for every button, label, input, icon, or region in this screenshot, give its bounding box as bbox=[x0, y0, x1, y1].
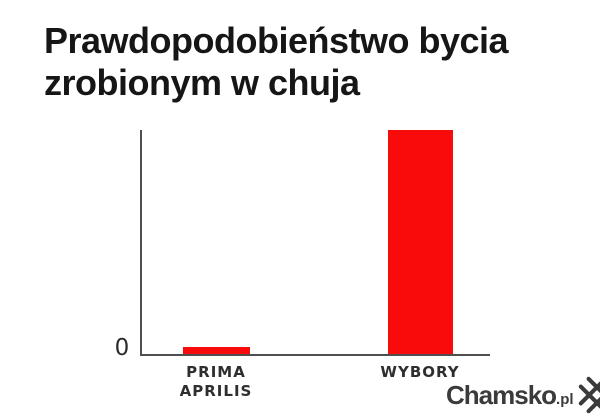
hash-cross-icon bbox=[576, 374, 600, 416]
y-axis-line bbox=[140, 130, 142, 356]
chart-title: Prawdopodobieństwo bycia zrobionym w chu… bbox=[44, 20, 509, 103]
bar-prima-aprilis bbox=[183, 347, 250, 354]
x-axis-line bbox=[140, 354, 490, 356]
watermark-site-name: Chamsko bbox=[446, 380, 557, 410]
y-axis-zero-label: 0 bbox=[114, 335, 130, 361]
watermark-tld: .pl bbox=[556, 391, 574, 408]
x-label-wybory: WYBORY bbox=[380, 363, 460, 381]
x-label-prima-aprilis: PRIMA APRILIS bbox=[179, 363, 253, 400]
bar-wybory bbox=[388, 130, 453, 354]
watermark: Chamsko.pl bbox=[446, 373, 600, 417]
